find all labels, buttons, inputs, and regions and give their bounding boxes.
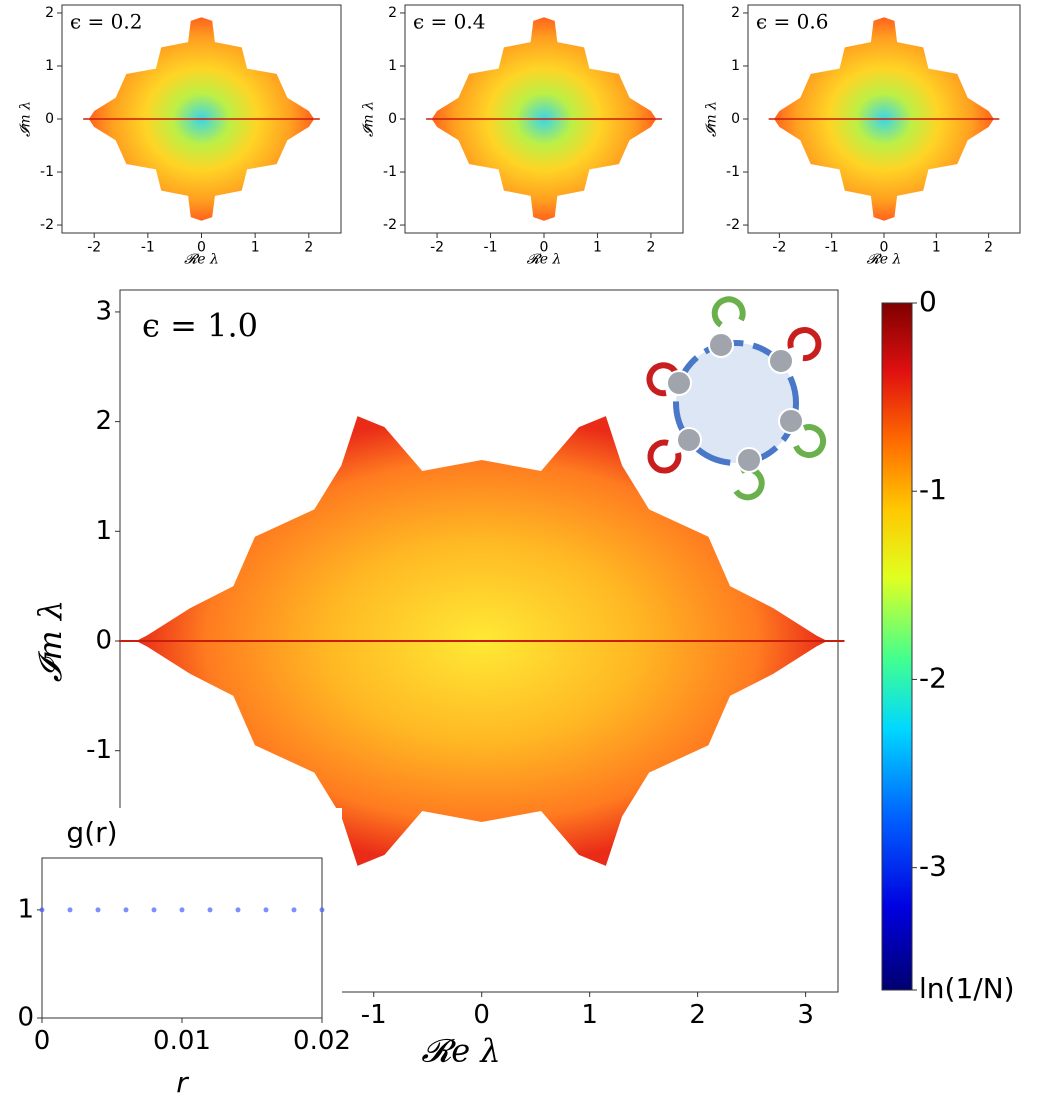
colorbar [881,302,913,991]
x-axis-label: 𝓡e λ [184,252,219,268]
x-tick-label: 0 [473,1000,490,1030]
x-tick-label: 0 [540,240,549,256]
x-axis-label: 𝓡e λ [421,1031,500,1069]
y-tick-label: -2 [40,217,54,233]
inset-title: g(r) [66,816,117,849]
x-axis-label: 𝓡e λ [527,252,562,268]
g-r-point [67,907,73,913]
network-diagram [646,296,827,501]
g-r-point [291,907,297,913]
y-tick-label: -2 [726,217,740,233]
y-tick-label: 0 [95,626,112,656]
x-tick-label: 1 [251,240,260,256]
x-tick-label: 2 [304,240,313,256]
x-tick-label: 2 [689,1000,706,1030]
x-axis-label: r [176,1066,189,1099]
y-axis-label: 𝓘m λ [361,101,377,137]
y-tick-label: 1 [95,516,112,546]
y-tick-label: -1 [726,164,740,180]
colorbar-tick-label: 0 [919,285,937,318]
x-axis-label: 𝓡e λ [867,252,902,268]
y-tick-label: -1 [383,164,397,180]
y-tick-label: 1 [45,58,54,74]
y-tick-label: -1 [40,164,54,180]
x-tick-label: -2 [430,240,444,256]
panel-annotation: ϵ = 0.4 [413,10,485,34]
g-r-point [123,907,129,913]
x-tick-label: 0 [880,240,889,256]
y-tick-label: -1 [86,735,112,765]
y-tick-label: 1 [388,58,397,74]
g-r-point [207,907,213,913]
g-r-point [39,907,45,913]
x-tick-label: -1 [825,240,839,256]
inset-background [2,808,342,1078]
y-tick-label: 2 [95,406,112,436]
y-tick-label: 1 [17,894,34,924]
colorbar-tick-label: -1 [919,473,947,506]
y-tick-label: 0 [731,111,740,127]
y-tick-label: 2 [388,5,397,21]
x-tick-label: -1 [141,240,155,256]
x-tick-label: 1 [581,1000,598,1030]
x-tick-label: 3 [797,1000,814,1030]
x-tick-label: 1 [932,240,941,256]
y-tick-label: 2 [45,5,54,21]
x-tick-label: -2 [772,240,786,256]
x-tick-label: 0.02 [293,1026,351,1056]
x-tick-label: 0 [197,240,206,256]
g-r-point [263,907,269,913]
colorbar-tick-label: -2 [919,661,947,694]
g-r-point [319,907,325,913]
panel-annotation: ϵ = 1.0 [142,307,258,345]
y-axis-label: 𝓘m λ [704,101,720,137]
colorbar-tick-label: -3 [919,850,947,883]
panel-annotation: ϵ = 0.2 [70,10,142,34]
y-tick-label: 2 [731,5,740,21]
x-tick-label: 0 [34,1026,51,1056]
x-tick-label: -2 [87,240,101,256]
y-tick-label: 0 [17,1003,34,1033]
y-axis-label: 𝓘m λ [18,101,34,137]
y-tick-label: 0 [45,111,54,127]
g-r-point [235,907,241,913]
g-r-point [95,907,101,913]
panel-annotation: ϵ = 0.6 [756,10,828,34]
g-r-point [179,907,185,913]
y-tick-label: -2 [383,217,397,233]
x-tick-label: -1 [484,240,498,256]
x-tick-label: 2 [646,240,655,256]
x-tick-label: -1 [361,1000,387,1030]
y-tick-label: 0 [388,111,397,127]
colorbar-tick-label: ln(1/N) [919,972,1015,1005]
x-tick-label: 0.01 [153,1026,211,1056]
g-r-point [151,907,157,913]
y-tick-label: 1 [731,58,740,74]
x-tick-label: 1 [593,240,602,256]
y-axis-label: 𝓘m λ [31,600,69,682]
x-tick-label: 2 [984,240,993,256]
y-tick-label: 3 [95,296,112,326]
